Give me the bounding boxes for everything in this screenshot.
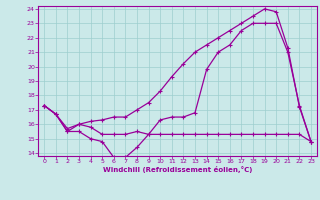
X-axis label: Windchill (Refroidissement éolien,°C): Windchill (Refroidissement éolien,°C) [103,166,252,173]
